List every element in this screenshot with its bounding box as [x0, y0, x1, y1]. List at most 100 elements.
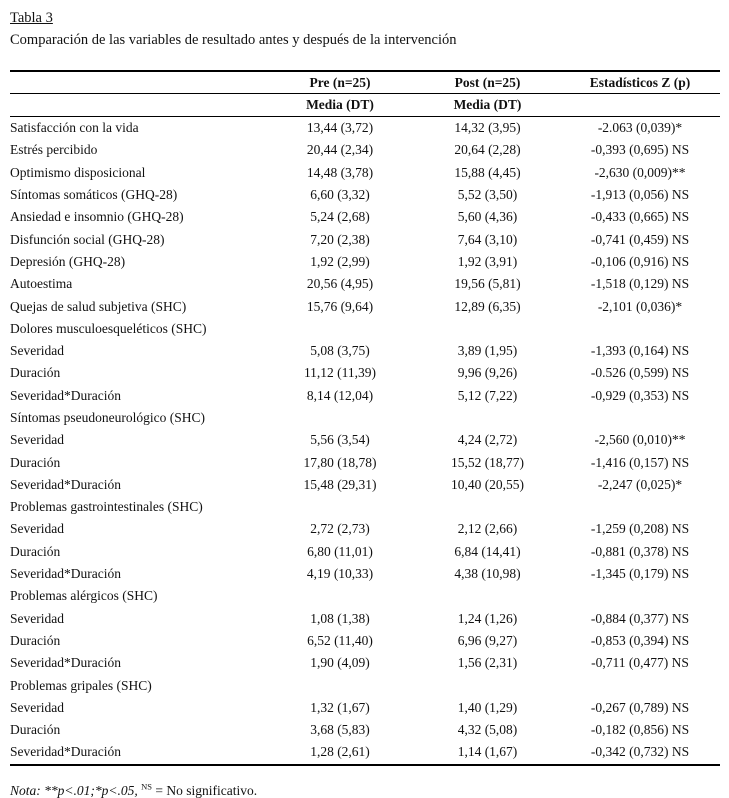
row-pre-value: 2,72 (2,73)	[310, 521, 370, 537]
row-variable-label: Duración	[10, 722, 61, 738]
row-variable-label: Problemas gastrointestinales (SHC)	[10, 499, 203, 515]
table-row: Severidad*Duración 8,14 (12,04) 5,12 (7,…	[10, 385, 720, 407]
row-z-statistic: -2,247 (0,025)*	[597, 476, 683, 492]
table-section-row: Problemas gripales (SHC)	[10, 674, 720, 696]
row-pre-value: 1,32 (1,67)	[310, 699, 370, 715]
row-post-value	[415, 674, 560, 696]
note-ns-definition: = No significativo.	[155, 782, 258, 798]
row-z-statistic: -1,913 (0,056) NS	[590, 187, 690, 203]
row-post-value: 4,38 (10,98)	[454, 566, 521, 582]
row-pre-value: 6,52 (11,40)	[307, 632, 373, 648]
row-post-value	[415, 496, 560, 518]
column-header-z: Estadísticos Z (p)	[560, 71, 720, 94]
row-variable-label: Depresión (GHQ-28)	[10, 253, 126, 269]
table-row: Severidad*Duración 1,28 (2,61) 1,14 (1,6…	[10, 741, 720, 764]
row-post-value: 1,14 (1,67)	[457, 744, 518, 760]
row-pre-value	[265, 318, 415, 340]
row-variable-label: Autoestima	[10, 276, 73, 292]
table-row: Severidad*Duración 15,48 (29,31) 10,40 (…	[10, 474, 720, 496]
table-section-row: Síntomas pseudoneurológico (SHC)	[10, 407, 720, 429]
table-row: Severidad 2,72 (2,73) 2,12 (2,66) -1,259…	[10, 518, 720, 540]
row-variable-label: Severidad*Duración	[10, 744, 121, 760]
row-post-value: 14,32 (3,95)	[454, 120, 521, 136]
row-post-value: 15,88 (4,45)	[454, 164, 521, 180]
table-caption: Comparación de las variables de resultad…	[10, 32, 457, 48]
row-post-value: 1,24 (1,26)	[457, 610, 518, 626]
table-row: Severidad*Duración 4,19 (10,33) 4,38 (10…	[10, 563, 720, 585]
row-variable-label: Síntomas pseudoneurológico (SHC)	[10, 410, 205, 425]
column-subheader-post-media: Media (DT)	[415, 93, 560, 117]
table-section-row: Dolores musculoesqueléticos (SHC)	[10, 318, 720, 340]
row-z-statistic: -1,393 (0,164) NS	[590, 343, 690, 359]
table-body: Satisfacción con la vida 13,44 (3,72) 14…	[10, 117, 720, 765]
table-row: Severidad 5,08 (3,75) 3,89 (1,95) -1,393…	[10, 340, 720, 362]
row-z-statistic: -0,393 (0,695) NS	[590, 142, 690, 158]
column-header-pre: Pre (n=25)	[265, 71, 415, 94]
row-post-value	[415, 318, 560, 340]
table-label: Tabla 3	[10, 10, 53, 26]
table-section-row: Problemas alérgicos (SHC)	[10, 585, 720, 607]
row-post-value: 7,64 (3,10)	[457, 231, 518, 247]
row-post-value: 3,89 (1,95)	[457, 343, 518, 359]
results-table: Pre (n=25) Post (n=25) Estadísticos Z (p…	[10, 70, 720, 766]
row-variable-label: Severidad*Duración	[10, 566, 121, 582]
table-row: Duración 11,12 (11,39) 9,96 (9,26) -0.52…	[10, 362, 720, 384]
row-variable-label: Duración	[10, 454, 61, 470]
row-z-statistic: -1,518 (0,129) NS	[590, 276, 690, 292]
table-row: Duración 6,52 (11,40) 6,96 (9,27) -0,853…	[10, 630, 720, 652]
row-z-statistic: -1,416 (0,157) NS	[590, 454, 690, 470]
table-row: Duración 17,80 (18,78) 15,52 (18,77) -1,…	[10, 451, 720, 473]
row-post-value: 12,89 (6,35)	[454, 298, 521, 314]
row-pre-value	[265, 407, 415, 429]
row-variable-label: Problemas alérgicos (SHC)	[10, 588, 158, 604]
row-z-statistic: -0,342 (0,732) NS	[590, 744, 690, 760]
row-pre-value: 5,24 (2,68)	[310, 209, 370, 225]
row-z-statistic: -0,711 (0,477) NS	[591, 655, 689, 671]
row-post-value: 10,40 (20,55)	[450, 476, 525, 492]
row-variable-label: Satisfacción con la vida	[10, 120, 139, 136]
row-post-value: 1,92 (3,91)	[457, 253, 518, 269]
row-pre-value: 4,19 (10,33)	[306, 566, 374, 582]
row-post-value: 1,56 (2,31)	[457, 655, 518, 671]
row-pre-value: 3,68 (5,83)	[310, 722, 370, 738]
row-post-value: 6,84 (14,41)	[454, 543, 521, 559]
row-z-statistic: -2,101 (0,036)*	[597, 298, 683, 314]
row-variable-label: Severidad	[10, 521, 64, 537]
row-post-value: 5,60 (4,36)	[457, 209, 518, 225]
table-row: Duración 3,68 (5,83) 4,32 (5,08) -0,182 …	[10, 719, 720, 741]
column-header-post: Post (n=25)	[415, 71, 560, 94]
row-pre-value: 8,14 (12,04)	[306, 387, 374, 403]
row-z-statistic	[560, 407, 720, 429]
table-note: Nota: **p<.01;*p<.05, NS = No significat…	[10, 782, 720, 798]
row-z-statistic: -2.063 (0,039)*	[597, 120, 683, 136]
table-row: Depresión (GHQ-28) 1,92 (2,99) 1,92 (3,9…	[10, 251, 720, 273]
row-pre-value: 13,44 (3,72)	[306, 120, 374, 136]
row-post-value: 19,56 (5,81)	[454, 276, 521, 292]
table-row: Severidad*Duración 1,90 (4,09) 1,56 (2,3…	[10, 652, 720, 674]
row-post-value: 5,12 (7,22)	[457, 387, 518, 403]
note-significance-thresholds: **p<.01;*p<.05,	[44, 782, 138, 798]
row-variable-label: Ansiedad e insomnio (GHQ-28)	[10, 209, 184, 225]
table-header: Pre (n=25) Post (n=25) Estadísticos Z (p…	[10, 71, 720, 117]
row-variable-label: Severidad*Duración	[10, 655, 121, 671]
row-z-statistic	[560, 674, 720, 696]
row-z-statistic: -0,182 (0,856) NS	[590, 722, 690, 738]
note-prefix: Nota:	[10, 782, 41, 798]
row-pre-value: 1,92 (2,99)	[310, 253, 370, 269]
row-z-statistic	[560, 318, 720, 340]
row-z-statistic: -0,929 (0,353) NS	[590, 387, 690, 403]
table-row: Severidad 1,08 (1,38) 1,24 (1,26) -0,884…	[10, 608, 720, 630]
row-variable-label: Severidad	[10, 699, 64, 715]
row-z-statistic: -0,884 (0,377) NS	[590, 610, 690, 626]
row-pre-value: 14,48 (3,78)	[306, 164, 374, 180]
row-z-statistic: -0,853 (0,394) NS	[590, 632, 690, 648]
row-pre-value	[265, 585, 415, 607]
row-variable-label: Disfunción social (GHQ-28)	[10, 231, 165, 247]
row-variable-label: Duración	[10, 632, 61, 648]
row-z-statistic: -1,345 (0,179) NS	[590, 566, 690, 582]
row-variable-label: Duración	[10, 365, 61, 381]
row-post-value: 9,96 (9,26)	[457, 365, 518, 381]
row-z-statistic: -0,433 (0,665) NS	[590, 209, 690, 225]
row-post-value: 2,12 (2,66)	[457, 521, 518, 537]
row-pre-value: 7,20 (2,38)	[310, 231, 370, 247]
